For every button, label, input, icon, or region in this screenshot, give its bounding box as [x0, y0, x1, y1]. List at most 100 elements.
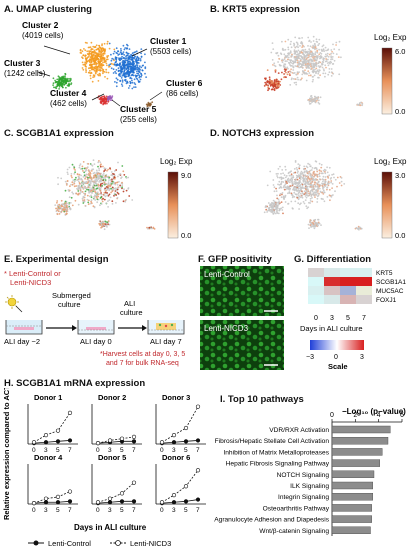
pathway-label: Wnt/β-catenin Signaling [259, 528, 329, 535]
heatmap-cell [324, 295, 340, 304]
x-tick-label: 4 [377, 412, 381, 419]
data-point-nicd3 [43, 433, 49, 438]
x-tick-label: 5 [184, 447, 188, 454]
panel-h-title: H. SCGB1A1 mRNA expression [4, 378, 146, 389]
panel-e-title: E. Experimental design [4, 254, 109, 265]
panel-a-title: A. UMAP clustering [4, 4, 92, 15]
cluster-2-name: Cluster 2 [22, 20, 59, 30]
notch3-expression-plot: Log₂ Exp 3.0 0.0 [210, 138, 415, 250]
design-step1-line2: culture [58, 300, 81, 309]
pathway-label: Inhibition of Matrix Metalloproteases [223, 449, 329, 456]
heatmap-scale-label: Scale [328, 362, 348, 371]
cluster-6-count: (86 cells) [166, 89, 199, 98]
cluster-3-name: Cluster 3 [4, 58, 41, 68]
x-tick-label: 0 [160, 507, 164, 514]
umap-cluster-plot: Cluster 2 (4019 cells) Cluster 1 (5503 c… [0, 14, 205, 126]
legend-label-nicd3: Lenti-NICD3 [130, 539, 171, 548]
donor-title: Donor 6 [162, 453, 190, 462]
x-tick-label: 7 [132, 447, 136, 454]
x-tick-label: 3 [108, 507, 112, 514]
cluster-1-name: Cluster 1 [150, 36, 187, 46]
pathway-label: Hepatic Fibrosis Signaling Pathway [226, 461, 330, 468]
heatmap-cell [324, 277, 340, 286]
pathway-label: Agranulocyte Adhesion and Diapedesis [214, 517, 329, 524]
heatmap-xlabel: Days in ALI culture [300, 324, 363, 333]
data-point-nicd3 [131, 434, 137, 439]
data-point-control [171, 440, 177, 445]
data-point-control [131, 439, 137, 444]
series-line-nicd3 [97, 482, 135, 503]
x-tick-label: 5 [184, 507, 188, 514]
design-note-line2: and 7 for bulk RNA-seq [106, 360, 179, 367]
chart-h-legend: Lenti-Control Lenti-NICD3 [28, 539, 171, 548]
x-tick-label: 7 [196, 447, 200, 454]
gfp-image-nicd3 [200, 320, 284, 370]
x-tick-label: 2 [353, 412, 357, 419]
top-pathways-bar-chart: −Log₁₀ (p−value) 0 2 4 6 VDR/RXR Activation H… [190, 404, 415, 550]
krt5-expression-plot: Log₂ Exp 6.0 0.0 [210, 14, 415, 126]
data-point-control [43, 440, 49, 445]
data-point-control [183, 499, 189, 504]
krt5-legend-max: 6.0 [395, 47, 405, 56]
x-tick-label: 3 [44, 447, 48, 454]
pathway-bar [331, 504, 372, 512]
heatmap-cell [324, 286, 340, 295]
heatmap-gene-label: MUC5AC [376, 288, 404, 295]
arrow-icon [46, 325, 77, 331]
pathway-bar [331, 459, 380, 467]
scgb1a1-legend-min: 0.0 [181, 231, 191, 240]
series-line-nicd3 [97, 436, 135, 444]
pathway-bar [331, 437, 389, 445]
pathway-label: NOTCH Signaling [277, 472, 330, 479]
data-point-nicd3 [95, 500, 101, 505]
panel-f-title: F. GFP positivity [198, 254, 272, 265]
series-line-control [97, 440, 134, 444]
data-point-nicd3 [95, 441, 101, 446]
chart-h-ylabel: Relative expression compared to ACTB [2, 388, 11, 520]
cluster-4-count: (462 cells) [50, 99, 87, 108]
heatmap-cell [340, 277, 356, 286]
x-tick-label: 0 [160, 447, 164, 454]
heatmap-scale-mid: 0 [334, 354, 338, 361]
heatmap-cell [356, 268, 372, 277]
pathway-bar [331, 425, 391, 434]
heatmap-gene-label: KRT5 [376, 270, 393, 277]
data-point-control [171, 500, 177, 505]
donor-title: Donor 5 [98, 453, 126, 462]
data-point-nicd3 [67, 410, 73, 415]
pathway-label: Integrin Signaling [278, 494, 329, 501]
donor-title: Donor 4 [34, 453, 63, 462]
data-point-nicd3 [183, 484, 189, 489]
data-point-nicd3 [159, 500, 165, 505]
data-point-nicd3 [119, 491, 125, 496]
arrow-icon [118, 325, 147, 331]
gfp-label-nicd3: Lenti-NICD3 [204, 324, 249, 333]
pathway-label: ILK Signaling [290, 483, 329, 490]
x-tick-label: 7 [132, 507, 136, 514]
pathway-bar [331, 470, 375, 479]
pathway-bar [331, 481, 373, 490]
pathway-bar [331, 448, 383, 456]
x-tick-label: 0 [32, 447, 36, 454]
cluster-6-name: Cluster 6 [166, 78, 203, 88]
gfp-image-control [200, 266, 284, 316]
data-point-nicd3 [55, 428, 61, 433]
donor-title: Donor 2 [98, 393, 126, 402]
heatmap-cell [308, 268, 324, 277]
data-point-nicd3 [43, 496, 49, 501]
krt5-legend-title: Log₂ Exp [374, 33, 407, 42]
data-point-control [131, 499, 137, 504]
cluster-2-count: (4019 cells) [22, 31, 64, 40]
cluster-1-count: (5503 cells) [150, 47, 192, 56]
heatmap-cell [340, 295, 356, 304]
experimental-design-diagram: * Lenti-Control or Lenti-NICD3 [0, 264, 196, 372]
design-step1-line1: Submerged [52, 291, 91, 300]
notch3-legend-max: 3.0 [395, 171, 405, 180]
scgb1a1-legend-max: 9.0 [181, 171, 191, 180]
data-point-nicd3 [31, 501, 37, 506]
data-point-control [55, 439, 61, 444]
heatmap-cell [340, 268, 356, 277]
virus-icon [5, 295, 23, 313]
notch3-legend-title: Log₂ Exp [374, 157, 407, 166]
data-point-nicd3 [67, 489, 73, 494]
